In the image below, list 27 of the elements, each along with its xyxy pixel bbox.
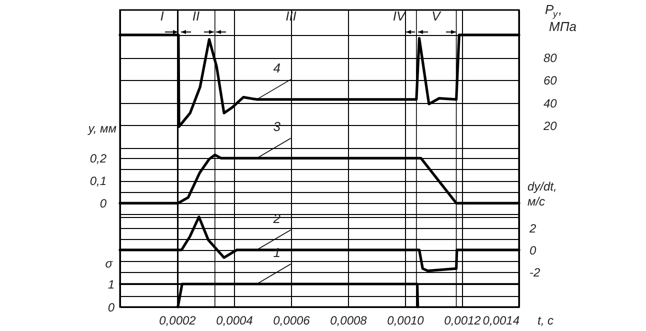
y-tick-label: 0,1 xyxy=(90,174,106,188)
x-tick-label: 0,0010 xyxy=(387,314,424,328)
x-axis-title: t, с xyxy=(538,314,554,328)
y-axis-title: y, мм xyxy=(87,122,116,136)
annotation: II xyxy=(192,8,200,24)
y2-tick-label: 60 xyxy=(544,74,558,88)
x-tick-label: 0,0006 xyxy=(273,314,310,328)
y-axis-title: σ xyxy=(105,256,114,270)
x-tick-label: 0,0012 xyxy=(444,314,482,328)
y2-tick-label: 80 xyxy=(544,51,558,66)
annotation: I xyxy=(160,8,164,24)
y-tick-label: 0,2 xyxy=(90,152,107,166)
y-tick-label: 1 xyxy=(108,278,114,292)
y-tick-label: 0 xyxy=(108,300,115,314)
x-tick-label: 0,0002 xyxy=(159,314,196,328)
y3-tick-label: -2 xyxy=(530,265,540,280)
y-tick-label: 0 xyxy=(100,196,107,211)
y2-tick-label: 20 xyxy=(542,118,558,133)
y3-tick-label: 2 xyxy=(528,221,536,236)
x-tick-label: 0,0014 xyxy=(482,314,520,328)
series-label: 4 xyxy=(273,60,280,76)
y3-axis-title: dy/dt, м/с xyxy=(528,180,557,208)
y3-tick-label: 0 xyxy=(530,243,536,258)
annotation: V xyxy=(432,8,442,24)
x-tick-label: 0,0008 xyxy=(330,314,368,328)
x-tick-label: 0,0004 xyxy=(216,314,254,328)
y2-tick-label: 40 xyxy=(544,96,558,110)
